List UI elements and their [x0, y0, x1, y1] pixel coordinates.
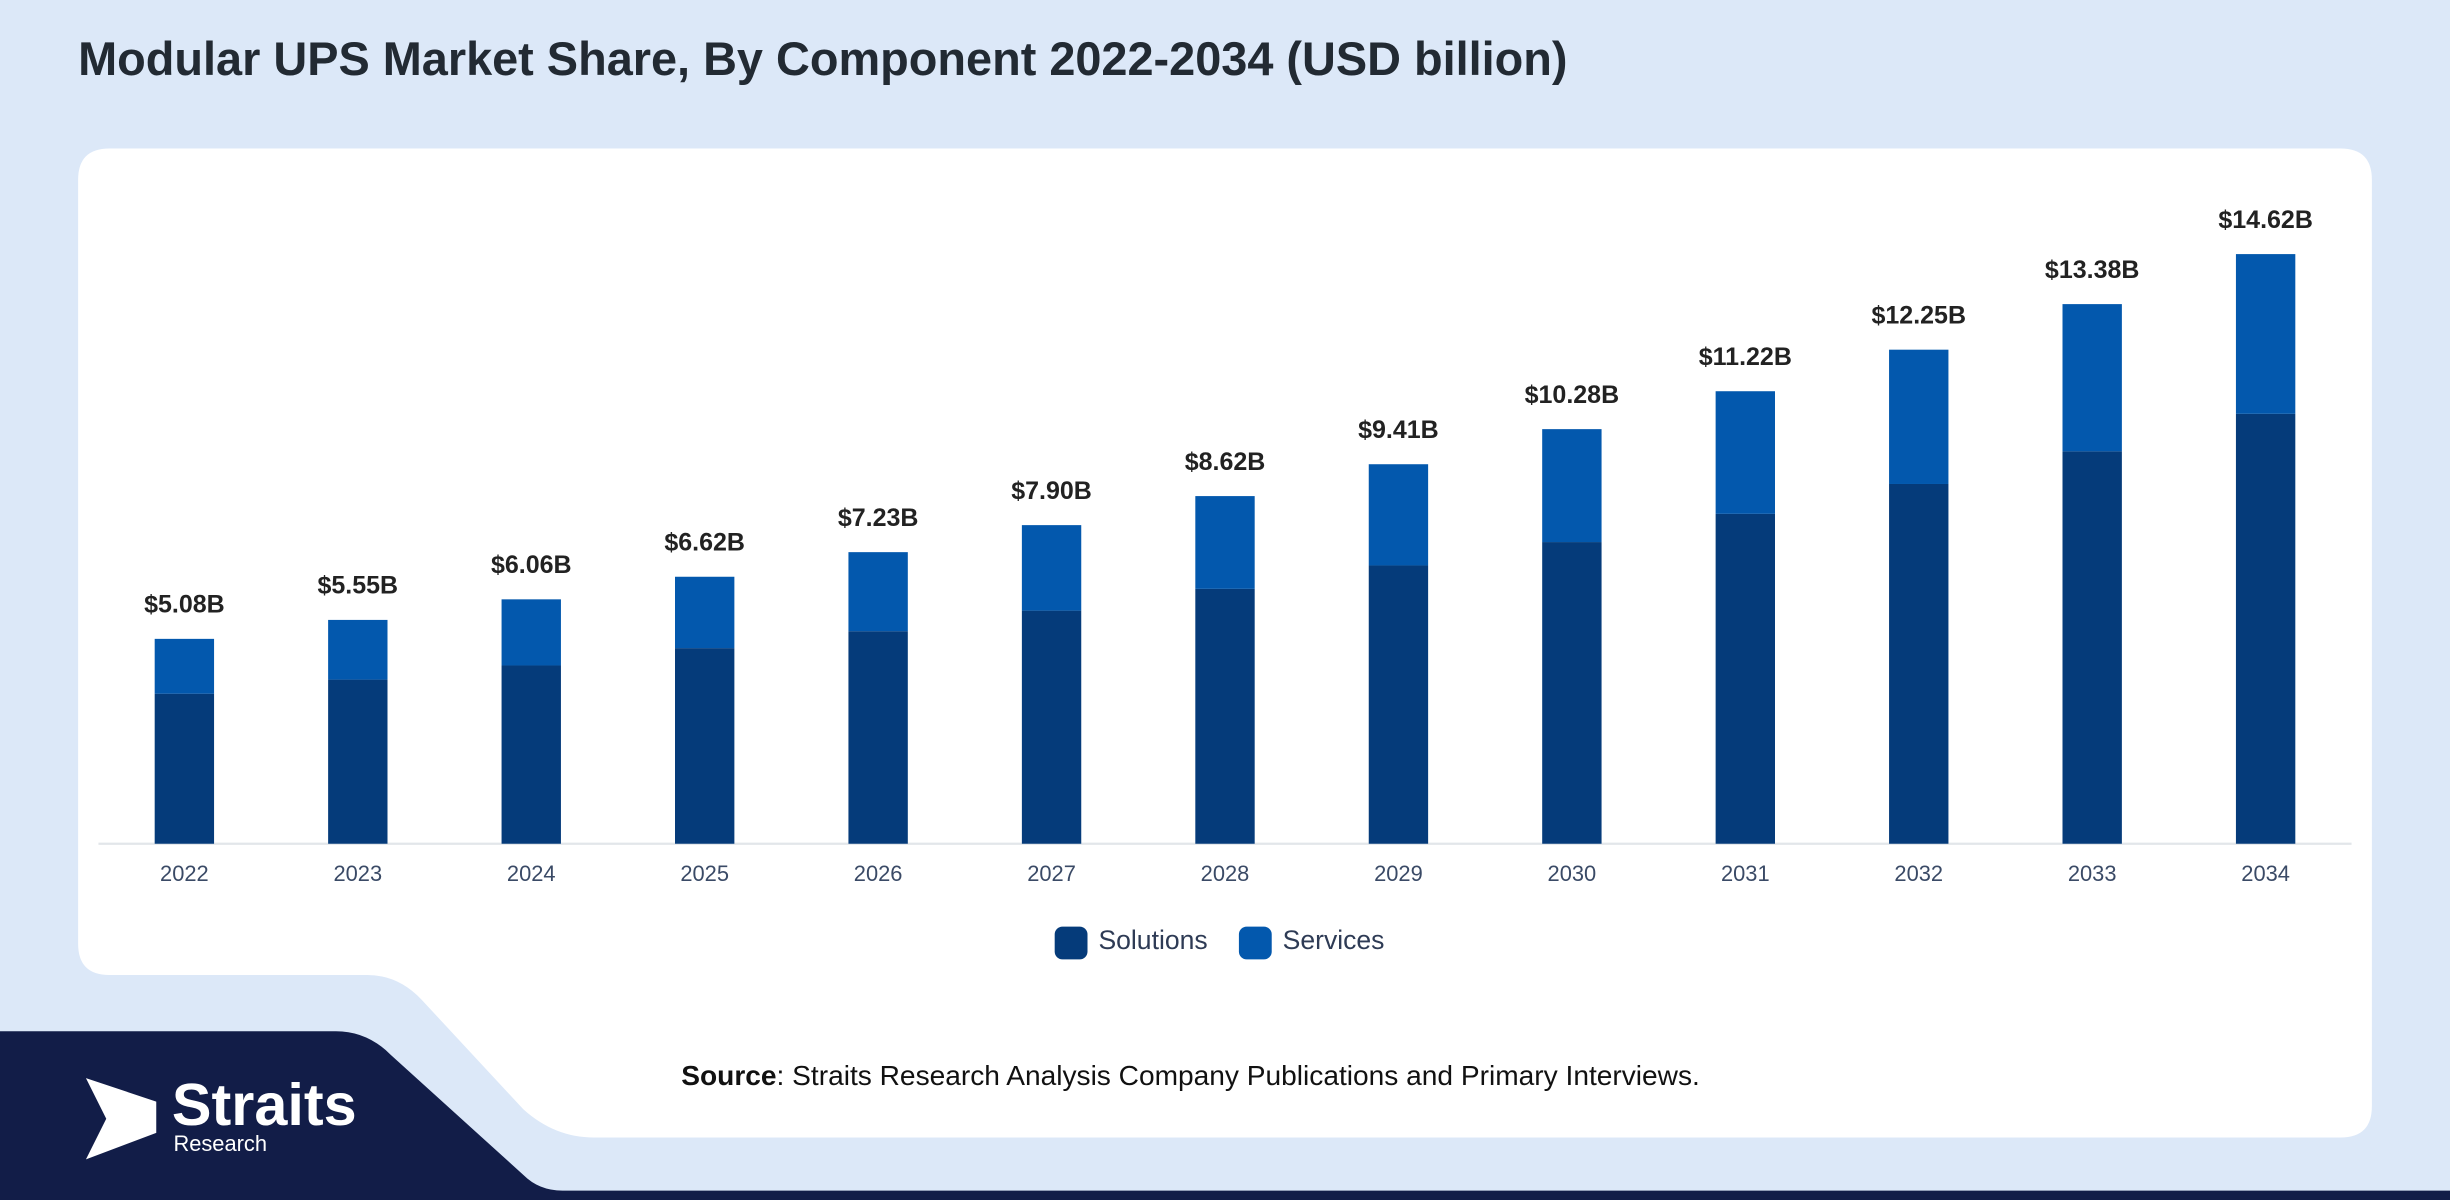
x-tick-label: 2029: [1374, 861, 1423, 886]
total-label: $13.38B: [2045, 256, 2140, 284]
source-text: : Straits Research Analysis Company Publ…: [777, 1061, 1700, 1092]
total-label: $8.62B: [1185, 448, 1266, 476]
x-tick-label: 2024: [507, 861, 556, 886]
bar-segment: [1889, 349, 1949, 484]
total-label: $7.90B: [1011, 477, 1092, 505]
x-tick-label: 2027: [1027, 861, 1076, 886]
source-label: Source: [681, 1061, 776, 1092]
bar-segment: [1195, 496, 1255, 589]
x-tick-label: 2034: [2241, 861, 2290, 886]
x-tick-label: 2022: [160, 861, 209, 886]
total-label: $14.62B: [2218, 206, 2313, 234]
bar-segment: [1889, 483, 1949, 844]
bar-segment: [154, 638, 215, 694]
x-tick-label: 2028: [1201, 861, 1250, 886]
total-label: $5.08B: [144, 591, 225, 619]
legend-swatch: [1238, 926, 1272, 960]
bar-segment: [1368, 565, 1429, 844]
x-tick-label: 2025: [680, 861, 729, 886]
bar-segment: [1715, 513, 1775, 844]
total-label: $9.41B: [1358, 416, 1439, 444]
bar-segment: [501, 599, 561, 666]
bar-segment: [328, 679, 388, 844]
bar-segment: [1542, 542, 1602, 844]
x-tick-label: 2026: [854, 861, 903, 886]
bar-segment: [1021, 525, 1082, 611]
x-tick-label: 2030: [1548, 861, 1597, 886]
bar-segment: [2235, 254, 2296, 414]
bar-segment: [848, 552, 908, 632]
bar-segment: [154, 693, 215, 844]
logo-icon: [85, 1078, 157, 1160]
source: Source: Straits Research Analysis Compan…: [681, 1061, 1700, 1092]
total-label: $6.06B: [491, 551, 572, 579]
bar-segment: [1368, 464, 1429, 566]
bar-segment: [675, 576, 735, 649]
bar-segment: [2062, 451, 2122, 844]
bar-segment: [1715, 391, 1775, 514]
bar-segment: [2235, 413, 2296, 844]
logo-subtitle: Research: [173, 1131, 267, 1156]
bar-segment: [848, 631, 908, 844]
bar-segment: [675, 648, 735, 844]
chart-title: Modular UPS Market Share, By Component 2…: [78, 33, 1567, 85]
bar-segment: [501, 665, 561, 844]
bar-segment: [1021, 610, 1082, 844]
x-tick-label: 2031: [1721, 861, 1770, 886]
total-label: $11.22B: [1699, 343, 1792, 371]
x-tick-label: 2023: [333, 861, 382, 886]
legend-swatch: [1054, 926, 1088, 960]
legend-label: Services: [1283, 925, 1385, 955]
x-tick-label: 2032: [1894, 861, 1943, 886]
x-tick-label: 2033: [2068, 861, 2117, 886]
total-label: $12.25B: [1871, 301, 1966, 329]
total-label: $7.23B: [838, 504, 919, 532]
bar-segment: [1195, 588, 1255, 844]
legend-label: Solutions: [1098, 925, 1207, 955]
total-label: $10.28B: [1525, 381, 1620, 409]
footer-band: [0, 1031, 2450, 1200]
logo-name: Straits: [172, 1071, 357, 1138]
bar-segment: [328, 619, 388, 680]
total-label: $6.62B: [664, 529, 745, 557]
bar-segment: [2062, 304, 2122, 452]
total-label: $5.55B: [318, 572, 399, 600]
bar-segment: [1542, 429, 1602, 543]
